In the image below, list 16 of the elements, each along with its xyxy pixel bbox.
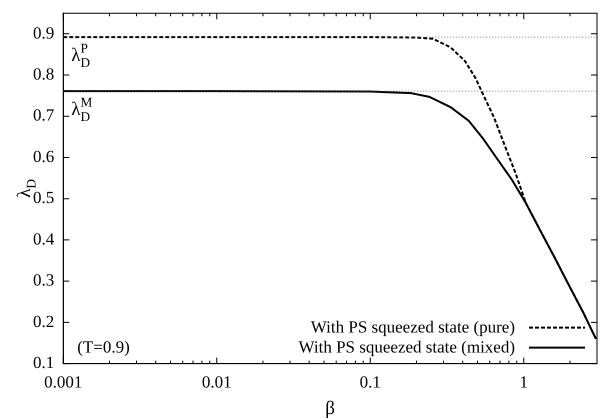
x-tick-label: 0.01	[202, 372, 232, 392]
y-tick-label: 0.9	[33, 23, 54, 42]
legend-label: With PS squeezed state (pure)	[310, 318, 515, 337]
y-tick-label: 0.2	[33, 312, 54, 331]
y-tick-label: 0.6	[33, 146, 54, 166]
legend-label: With PS squeezed state (mixed)	[298, 338, 515, 357]
x-tick-label: 0.1	[360, 372, 381, 392]
y-tick-label: 0.8	[33, 64, 54, 84]
annotation: (T=0.9)	[77, 338, 130, 357]
y-tick-label: 0.4	[33, 229, 55, 248]
y-tick-label: 0.7	[33, 106, 55, 125]
x-tick-label: 0.001	[44, 372, 82, 392]
x-tick-label: 1	[520, 372, 528, 392]
y-tick-label: 0.3	[33, 270, 54, 290]
x-axis-title: β	[325, 398, 335, 419]
y-tick-label: 0.1	[33, 353, 54, 372]
